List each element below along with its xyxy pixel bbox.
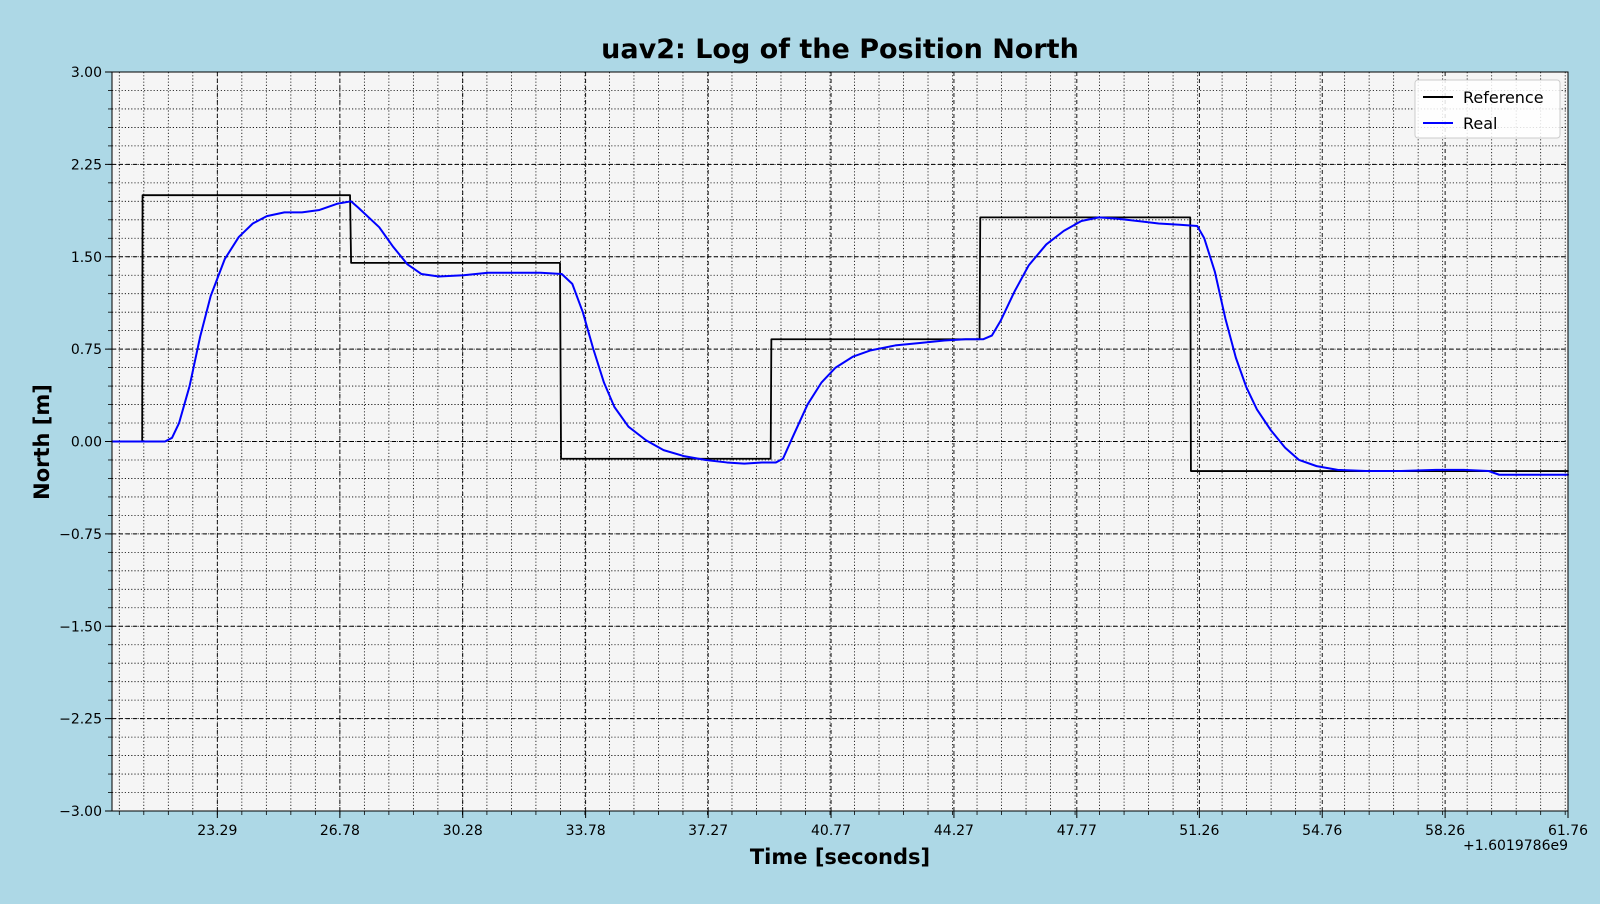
legend: Reference Real xyxy=(1414,79,1561,139)
y-tick-label: −1.50 xyxy=(59,619,102,635)
y-axis-ticks: −3.00 −2.25 −1.50 −0.75 0.00 0.75 1.50 2.25 3.00 xyxy=(59,65,112,820)
y-tick-label: 2.25 xyxy=(71,157,102,173)
series-line-reference xyxy=(111,194,1569,472)
series-line-real xyxy=(111,200,1569,476)
y-tick-label: −2.25 xyxy=(59,712,102,728)
x-axis-label: Time [seconds] xyxy=(750,845,930,869)
x-tick-label: 44.27 xyxy=(934,823,974,839)
x-tick-label: 47.77 xyxy=(1057,823,1097,839)
chart-title: uav2: Log of the Position North xyxy=(601,34,1079,65)
x-tick-label: 58.26 xyxy=(1425,823,1465,839)
y-tick-label: 3.00 xyxy=(71,65,102,81)
x-tick-label: 61.76 xyxy=(1548,823,1588,839)
y-axis-label: North [m] xyxy=(30,384,54,500)
legend-label-real: Real xyxy=(1463,114,1498,133)
x-tick-label: 51.26 xyxy=(1179,823,1219,839)
y-tick-label: 0.00 xyxy=(71,435,102,451)
legend-label-reference: Reference xyxy=(1463,88,1544,107)
y-tick-label: 1.50 xyxy=(71,250,102,266)
x-tick-label: 30.28 xyxy=(443,823,483,839)
x-tick-label: 33.78 xyxy=(566,823,606,839)
series-layer xyxy=(111,194,1569,476)
x-tick-label: 23.29 xyxy=(197,823,237,839)
y-tick-label: −3.00 xyxy=(59,804,102,820)
x-tick-label: 40.77 xyxy=(811,823,851,839)
x-tick-label: 37.27 xyxy=(688,823,728,839)
x-tick-label: 26.78 xyxy=(320,823,360,839)
x-axis-offset-label: +1.6019786e9 xyxy=(1463,838,1568,854)
x-axis-ticks: 23.29 26.78 30.28 33.78 37.27 40.77 44.27 47.77… xyxy=(197,811,1588,839)
y-tick-label: −0.75 xyxy=(59,527,102,543)
y-tick-label: 0.75 xyxy=(71,342,102,358)
x-tick-label: 54.76 xyxy=(1302,823,1342,839)
